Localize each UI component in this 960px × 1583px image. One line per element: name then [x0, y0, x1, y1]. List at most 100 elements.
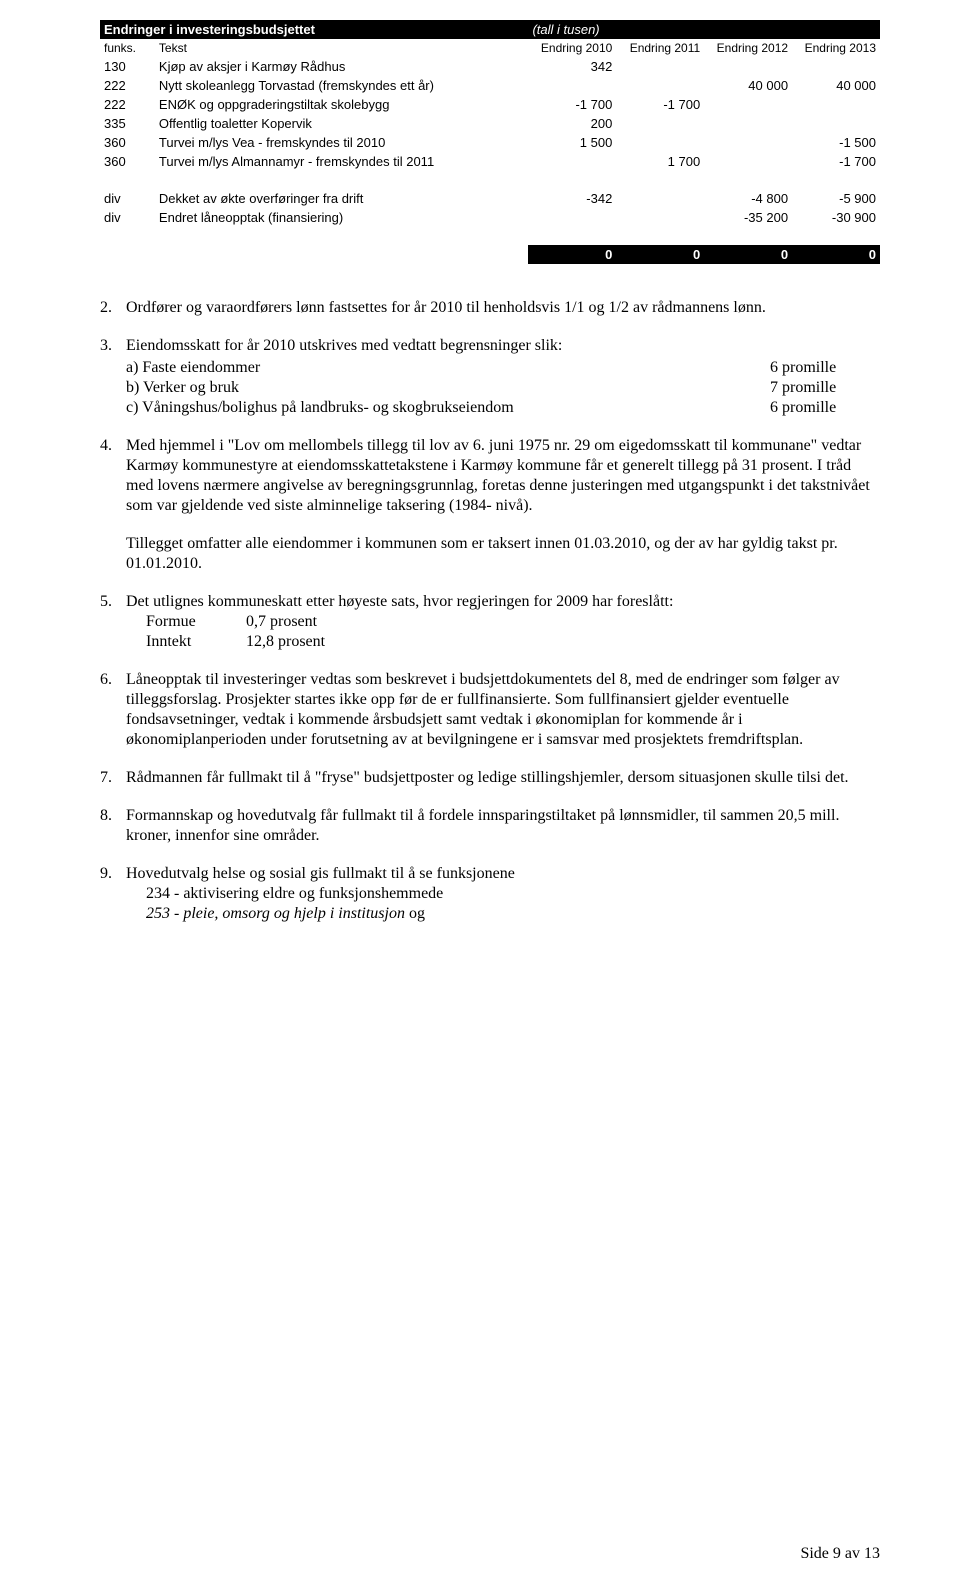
cell-val [528, 208, 616, 227]
cell-val [792, 95, 880, 114]
col-year-3: Endring 2013 [792, 39, 880, 57]
cell-tekst: ENØK og oppgraderingstiltak skolebygg [155, 95, 529, 114]
list-item-2: 2. Ordfører og varaordførers lønn fastse… [100, 298, 880, 318]
table-row: 222 Nytt skoleanlegg Torvastad (fremskyn… [100, 76, 880, 95]
item-number: 4. [100, 436, 126, 516]
sub-c: c) Våningshus/bolighus på landbruks- og … [126, 398, 880, 418]
cell-tekst: Dekket av økte overføringer fra drift [155, 189, 529, 208]
cell-funks: div [100, 208, 155, 227]
cell-val [616, 133, 704, 152]
list-item-6: 6. Låneopptak til investeringer vedtas s… [100, 670, 880, 750]
table-total-row: 0 0 0 0 [100, 245, 880, 264]
cell-val: -1 700 [528, 95, 616, 114]
item-body: Rådmannen får fullmakt til å "fryse" bud… [126, 768, 880, 788]
col-tekst: Tekst [155, 39, 529, 57]
item-body: Ordfører og varaordførers lønn fastsette… [126, 298, 880, 318]
item-number: 3. [100, 336, 126, 418]
cell-val: -30 900 [792, 208, 880, 227]
cell-val: 1 700 [616, 152, 704, 171]
cell-funks: 360 [100, 133, 155, 152]
list-item-4: 4. Med hjemmel i "Lov om mellombels till… [100, 436, 880, 516]
cell-val [528, 76, 616, 95]
total-val: 0 [616, 245, 704, 264]
table-subtitle: (tall i tusen) [528, 20, 880, 39]
page-footer: Side 9 av 13 [800, 1545, 880, 1563]
rate-label: Inntekt [146, 632, 246, 652]
cell-val [616, 189, 704, 208]
cell-val: 40 000 [704, 76, 792, 95]
rate-label: Formue [146, 612, 246, 632]
table-subheader-row: funks. Tekst Endring 2010 Endring 2011 E… [100, 39, 880, 57]
cell-val [616, 208, 704, 227]
col-year-1: Endring 2011 [616, 39, 704, 57]
cell-val [704, 57, 792, 76]
item-p1: Med hjemmel i "Lov om mellombels tillegg… [126, 436, 880, 516]
list-item-8: 8. Formannskap og hovedutvalg får fullma… [100, 806, 880, 846]
table-row: div Dekket av økte overføringer fra drif… [100, 189, 880, 208]
sub-left: a) Faste eiendommer [126, 358, 770, 378]
cell-tekst: Endret låneopptak (finansiering) [155, 208, 529, 227]
item-body: Det utlignes kommuneskatt etter høyeste … [126, 592, 880, 652]
table-row: 360 Turvei m/lys Almannamyr - fremskynde… [100, 152, 880, 171]
sub-left: b) Verker og bruk [126, 378, 770, 398]
sub-right: 7 promille [770, 378, 880, 398]
total-val: 0 [704, 245, 792, 264]
cell-funks: 360 [100, 152, 155, 171]
cell-val [704, 133, 792, 152]
col-year-0: Endring 2010 [528, 39, 616, 57]
item-lead: Hovedutvalg helse og sosial gis fullmakt… [126, 864, 880, 884]
item-lead: Eiendomsskatt for år 2010 utskrives med … [126, 336, 880, 356]
item-number: 5. [100, 592, 126, 652]
sub-right: 6 promille [770, 398, 880, 418]
item-body: Eiendomsskatt for år 2010 utskrives med … [126, 336, 880, 418]
rate-value: 0,7 prosent [246, 612, 880, 632]
table-row: 130 Kjøp av aksjer i Karmøy Rådhus 342 [100, 57, 880, 76]
rate-row: Inntekt 12,8 prosent [146, 632, 880, 652]
func-line: 253 - pleie, omsorg og hjelp i institusj… [146, 904, 880, 924]
cell-val: -1 700 [616, 95, 704, 114]
cell-val: 40 000 [792, 76, 880, 95]
sub-right: 6 promille [770, 358, 880, 378]
cell-tekst: Turvei m/lys Almannamyr - fremskyndes ti… [155, 152, 529, 171]
rate-value: 12,8 prosent [246, 632, 880, 652]
investment-changes-table: Endringer i investeringsbudsjettet (tall… [100, 20, 880, 264]
col-funks: funks. [100, 39, 155, 57]
item-body: Med hjemmel i "Lov om mellombels tillegg… [126, 436, 880, 516]
item-4-continuation: Tillegget omfatter alle eiendommer i kom… [126, 534, 880, 574]
col-year-2: Endring 2012 [704, 39, 792, 57]
item-body: Formannskap og hovedutvalg får fullmakt … [126, 806, 880, 846]
cell-val [792, 57, 880, 76]
rate-row: Formue 0,7 prosent [146, 612, 880, 632]
cell-funks: div [100, 189, 155, 208]
table-row: div Endret låneopptak (finansiering) -35… [100, 208, 880, 227]
cell-tekst: Nytt skoleanlegg Torvastad (fremskyndes … [155, 76, 529, 95]
table-row: 360 Turvei m/lys Vea - fremskyndes til 2… [100, 133, 880, 152]
func-line-tail: og [409, 905, 425, 922]
cell-val [616, 76, 704, 95]
sub-left: c) Våningshus/bolighus på landbruks- og … [126, 398, 770, 418]
table-row: 335 Offentlig toaletter Kopervik 200 [100, 114, 880, 133]
cell-val [616, 57, 704, 76]
table-spacer [100, 227, 880, 245]
sub-a: a) Faste eiendommer 6 promille [126, 358, 880, 378]
cell-val: -5 900 [792, 189, 880, 208]
item-body: Hovedutvalg helse og sosial gis fullmakt… [126, 864, 880, 924]
table-title-row: Endringer i investeringsbudsjettet (tall… [100, 20, 880, 39]
list-item-5: 5. Det utlignes kommuneskatt etter høyes… [100, 592, 880, 652]
cell-tekst: Kjøp av aksjer i Karmøy Rådhus [155, 57, 529, 76]
cell-val: -1 500 [792, 133, 880, 152]
table-title: Endringer i investeringsbudsjettet [100, 20, 528, 39]
tax-sublist: a) Faste eiendommer 6 promille b) Verker… [126, 358, 880, 418]
cell-val: 342 [528, 57, 616, 76]
list-item-9: 9. Hovedutvalg helse og sosial gis fullm… [100, 864, 880, 924]
list-item-3: 3. Eiendomsskatt for år 2010 utskrives m… [100, 336, 880, 418]
table-spacer [100, 171, 880, 189]
numbered-list: 2. Ordfører og varaordførers lønn fastse… [100, 298, 880, 924]
cell-val [704, 114, 792, 133]
item-number: 6. [100, 670, 126, 750]
item-number: 2. [100, 298, 126, 318]
cell-funks: 222 [100, 95, 155, 114]
cell-tekst: Turvei m/lys Vea - fremskyndes til 2010 [155, 133, 529, 152]
item-lead: Det utlignes kommuneskatt etter høyeste … [126, 592, 880, 612]
item-number: 9. [100, 864, 126, 924]
